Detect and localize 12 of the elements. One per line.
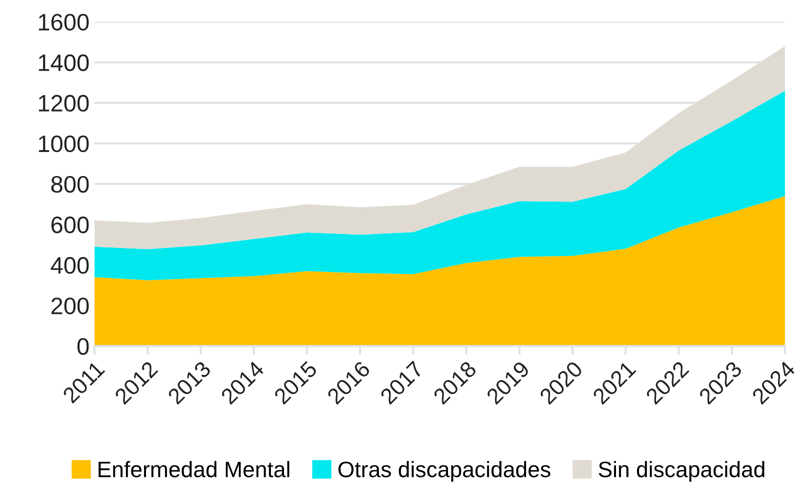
- legend-label: Otras discapacidades: [338, 461, 550, 482]
- y-tick-label: 0: [77, 338, 89, 355]
- y-tick-label: 400: [50, 257, 89, 274]
- y-tick-label: 1000: [38, 135, 89, 152]
- y-tick-label: 800: [51, 176, 89, 193]
- y-tick-label: 200: [51, 298, 89, 314]
- y-tick-label: 600: [51, 216, 89, 234]
- y-tick-label: 1200: [38, 94, 89, 112]
- legend-label: Sin discapacidad: [598, 461, 764, 482]
- y-tick-label: 1400: [38, 54, 89, 72]
- y-tick-label: 1600: [38, 14, 89, 31]
- legend-label: Enfermedad Mental: [98, 461, 290, 478]
